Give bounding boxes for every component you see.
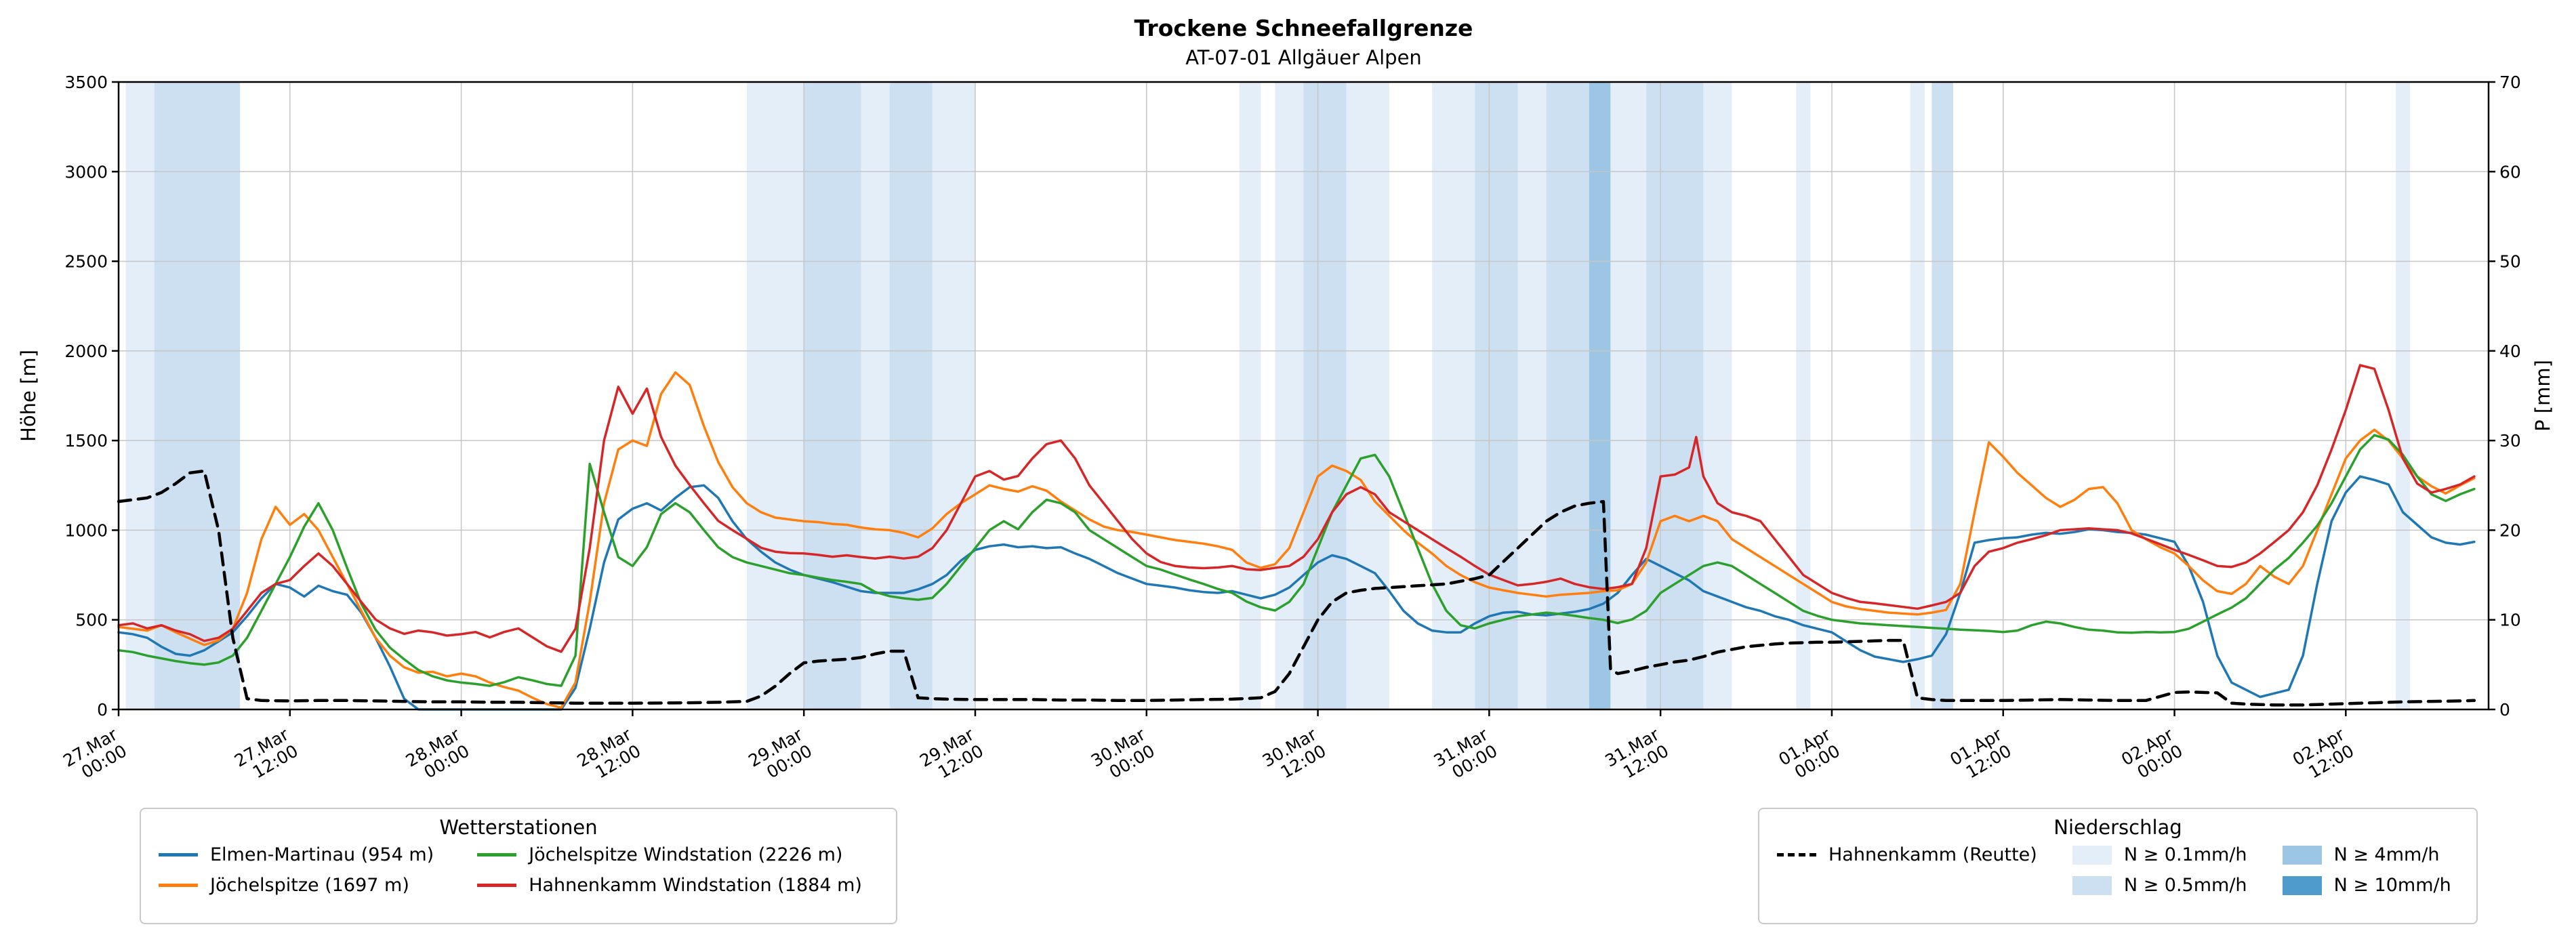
precip-0-label: N ≥ 0.1mm/h [2123,844,2247,865]
y-right-tick-label: 50 [2499,252,2521,272]
legend-stations-title: Wetterstationen [439,816,598,839]
precip-band [1432,82,1475,709]
x-tick-label: 30.Mar12:00 [1259,724,1330,787]
y-right-axis-label: P [mm] [2531,360,2554,432]
series-line-3 [117,364,2476,653]
x-tick-label: 28.Mar12:00 [574,724,645,787]
precip-band [1239,82,1261,709]
x-tick-label: 29.Mar12:00 [916,724,987,787]
y-right-tick-label: 0 [2499,700,2510,720]
station-3-label: Hahnenkamm Windstation (1884 m) [529,875,862,896]
y-right-tick-label: 30 [2499,431,2521,451]
precip-band [1703,82,1732,709]
precip-0-swatch [2072,845,2112,865]
precip-band [1346,82,1389,709]
precip-band [2396,82,2411,709]
precip-1-swatch [2072,875,2112,895]
y-left-tick-label: 500 [75,611,108,630]
precip-band [1796,82,1811,709]
legend-entry-precip-0: N ≥ 0.1mm/h [2072,844,2247,865]
precip-band [1275,82,1304,709]
precip-band [932,82,975,709]
precip-3-label: N ≥ 10mm/h [2333,875,2451,896]
precip-band [1910,82,1925,709]
gauge-swatch [1777,853,1816,857]
chart-subtitle: AT-07-01 Allgäuer Alpen [1185,46,1422,69]
x-tick-label: 31.Mar00:00 [1431,724,1501,787]
x-tick-label: 31.Mar12:00 [1601,724,1672,787]
precip-band [1610,82,1647,709]
station-0-swatch [159,853,198,857]
x-tick-label: 28.Mar00:00 [403,724,473,787]
legend-entry-station-2: Jöchelspitze Windstation (2226 m) [477,844,862,865]
y-left-tick-label: 2000 [64,342,108,361]
precip-band [861,82,890,709]
legend-stations-body: Elmen-Martinau (954 m) Jöchelspitze Winds… [141,839,896,905]
precip-3-swatch [2282,875,2322,895]
x-tick-label: 01.Apr00:00 [1776,724,1844,786]
series-line-4 [117,469,2476,707]
precip-band [1646,82,1704,709]
plot-frame [117,81,2490,711]
x-tick-label: 01.Apr12:00 [1946,724,2015,786]
legend-entry-precip-1: N ≥ 0.5mm/h [2072,875,2247,896]
gauge-label: Hahnenkamm (Reutte) [1828,844,2037,865]
x-tick-label: 30.Mar00:00 [1088,724,1158,787]
x-tick-label: 29.Mar00:00 [745,724,815,787]
series-line-1 [117,371,2476,709]
x-tick-label: 02.Apr12:00 [2289,724,2358,786]
y-right-tick-label: 20 [2499,520,2521,540]
precip-band [1517,82,1547,709]
precip-band [1475,82,1518,709]
station-1-swatch [159,884,198,888]
precip-band [154,82,241,709]
legend-precip-title: Niederschlag [2053,816,2182,839]
legend-entry-precip-3: N ≥ 10mm/h [2282,875,2451,896]
legend-entry-gauge: Hahnenkamm (Reutte) [1777,844,2037,865]
y-right-tick-label: 60 [2499,162,2521,182]
legend-wetterstationen: Wetterstationen Elmen-Martinau (954 m) Jö… [140,808,897,924]
y-left-tick-label: 2500 [64,252,108,272]
precip-band [889,82,933,709]
station-0-label: Elmen-Martinau (954 m) [210,844,434,865]
precip-band [746,82,804,709]
precip-band [1589,82,1611,709]
y-left-tick-label: 3000 [64,162,108,182]
precip-band [1546,82,1589,709]
legend-entry-station-1: Jöchelspitze (1697 m) [159,875,434,896]
station-2-label: Jöchelspitze Windstation (2226 m) [529,844,843,865]
legend-entry-station-3: Hahnenkamm Windstation (1884 m) [477,875,862,896]
precip-2-swatch [2282,845,2322,865]
precip-band [1303,82,1347,709]
legend-niederschlag: Niederschlag Hahnenkamm (Reutte) N ≥ 0.1m… [1758,808,2478,924]
y-right-tick-label: 70 [2499,73,2521,92]
station-1-label: Jöchelspitze (1697 m) [210,875,409,896]
station-3-swatch [477,884,517,888]
y-right-tick-label: 10 [2499,611,2521,630]
legend-entry-station-0: Elmen-Martinau (954 m) [159,844,434,865]
precip-2-label: N ≥ 4mm/h [2333,844,2440,865]
station-2-swatch [477,853,517,857]
y-right-tick-label: 40 [2499,342,2521,361]
series-line-0 [117,475,2476,711]
x-tick-label: 27.Mar12:00 [231,724,302,787]
precip-band [804,82,861,709]
chart-title: Trockene Schneefallgrenze [1134,15,1473,41]
y-left-tick-label: 3500 [64,73,108,92]
x-tick-label: 27.Mar00:00 [60,724,130,787]
y-left-tick-label: 1000 [64,520,108,540]
precip-band [125,82,155,709]
series-line-2 [117,434,2476,687]
legend-entry-precip-2: N ≥ 4mm/h [2282,844,2451,865]
precip-band [1931,82,1953,709]
y-left-tick-label: 0 [97,700,108,720]
x-tick-label: 02.Apr00:00 [2118,724,2186,786]
y-left-axis-label: Höhe [m] [17,350,40,442]
legend-spacer [1777,875,2037,896]
y-left-tick-label: 1500 [64,431,108,451]
precip-1-label: N ≥ 0.5mm/h [2123,875,2247,896]
legend-precip-body: Hahnenkamm (Reutte) N ≥ 0.1mm/h N ≥ 4mm/h N… [1759,839,2476,905]
